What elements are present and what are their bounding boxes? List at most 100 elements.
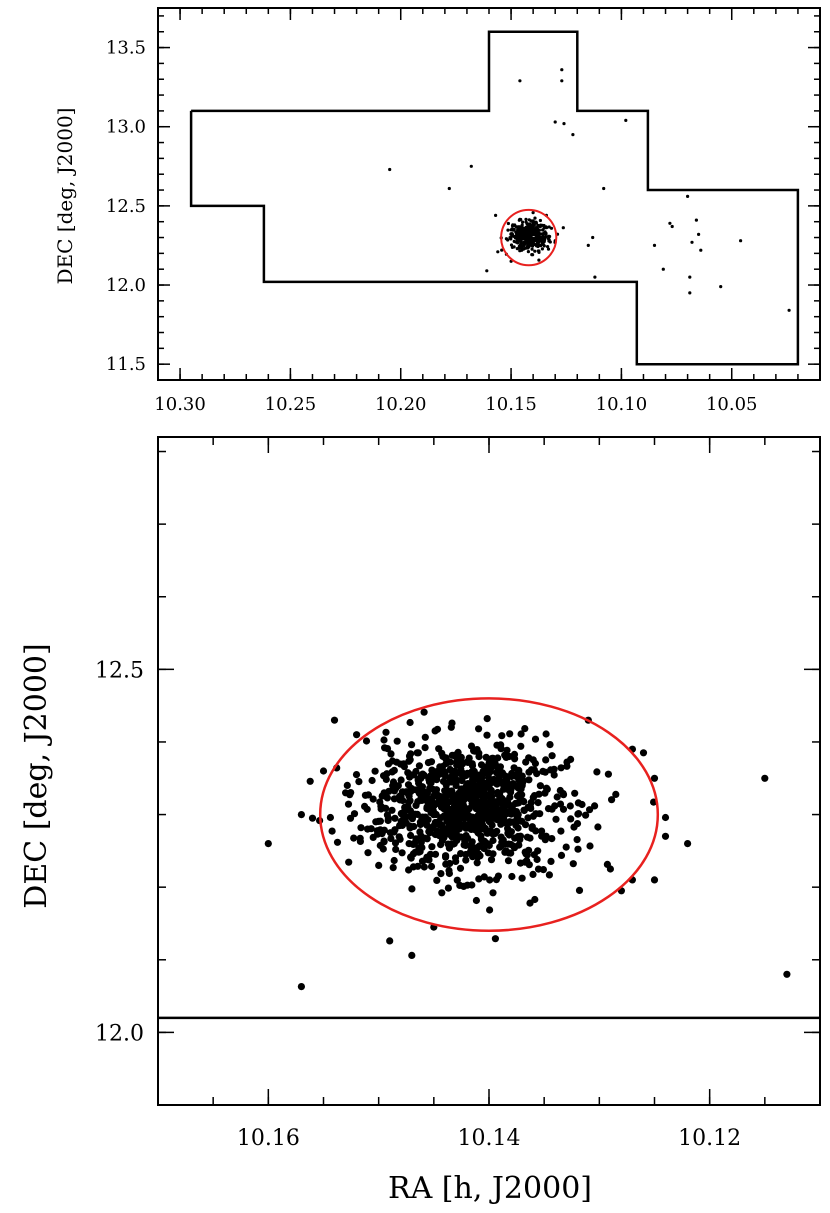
cluster-star-point [534, 799, 542, 807]
cluster-star-point [536, 249, 540, 253]
cluster-star-point [462, 850, 470, 859]
cluster-star-point [504, 827, 512, 835]
cluster-star-point [531, 242, 535, 246]
cluster-star-point [376, 798, 384, 806]
cluster-star-point [364, 849, 372, 857]
cluster-star-point [474, 843, 482, 851]
cluster-star-point [416, 820, 425, 829]
cluster-star-point [483, 715, 491, 723]
cluster-star-point [567, 755, 575, 764]
cluster-star-point [544, 225, 548, 229]
cluster-star-point [398, 849, 406, 857]
cluster-star-point [464, 780, 472, 788]
cluster-star-point [478, 781, 486, 789]
star-point [485, 269, 489, 273]
cluster-star-point [464, 806, 472, 814]
cluster-star-point [373, 827, 381, 835]
cluster-star-point [550, 765, 558, 773]
y-tick-label: 12.5 [106, 196, 146, 217]
cluster-star-point [491, 760, 499, 768]
cluster-star-point [428, 798, 436, 806]
cluster-star-point [513, 792, 522, 800]
cluster-star-point [508, 236, 512, 240]
cluster-star-point [511, 228, 515, 232]
cluster-star-point [482, 753, 490, 761]
cluster-star-point [477, 761, 486, 769]
cluster-star-point [345, 858, 353, 866]
cluster-star-point [441, 770, 449, 778]
cluster-star-point [423, 794, 431, 802]
cluster-star-point [546, 245, 550, 249]
cluster-star-point [413, 749, 421, 757]
cluster-star-point [393, 758, 401, 766]
cluster-star-point [575, 810, 583, 818]
cluster-star-point [522, 758, 530, 766]
star-point [586, 243, 590, 247]
cluster-star-point [498, 732, 506, 740]
star-point [639, 749, 648, 757]
cluster-star-point [533, 249, 537, 253]
cluster-star-point [533, 770, 541, 778]
cluster-star-point [520, 798, 528, 806]
cluster-star-point [536, 810, 544, 818]
cluster-star-point [393, 737, 401, 745]
cluster-star-point [427, 758, 436, 766]
cluster-star-point [530, 851, 538, 859]
cluster-star-point [510, 755, 519, 763]
x-tick-label: 10.10 [596, 394, 648, 415]
cluster-star-point [328, 827, 336, 835]
cluster-star-point [447, 778, 455, 786]
cluster-star-point [448, 840, 456, 848]
cluster-star-point [453, 791, 462, 799]
cluster-star-point [407, 853, 415, 861]
cluster-star-point [538, 832, 546, 840]
cluster-star-point [374, 817, 382, 826]
star-point [624, 118, 628, 122]
cluster-star-point [395, 792, 404, 801]
cluster-star-point [343, 781, 351, 790]
cluster-star-point [391, 826, 399, 834]
cluster-star-point [439, 777, 448, 786]
y-tick-label: 11.5 [106, 354, 146, 375]
cluster-star-point [472, 796, 480, 805]
cluster-star-point [460, 834, 468, 842]
cluster-star-point [475, 875, 483, 883]
cluster-star-point [553, 793, 561, 801]
cluster-star-point [408, 814, 416, 822]
cluster-star-point [506, 730, 514, 738]
cluster-star-point [485, 778, 493, 786]
cluster-star-point [545, 871, 554, 879]
cluster-star-point [448, 719, 456, 727]
cluster-radius-ellipse [500, 208, 558, 267]
cluster-star-point [514, 231, 519, 235]
cluster-star-point [575, 886, 584, 895]
cluster-radius-ellipse [318, 697, 660, 932]
star-point [518, 79, 522, 83]
cluster-star-point [542, 231, 546, 235]
cluster-star-point [474, 850, 482, 858]
cluster-star-point [548, 752, 556, 760]
cluster-star-point [521, 220, 525, 224]
star-point [690, 240, 694, 244]
zoom-y-axis-label: DEC [deg, J2000] [19, 643, 54, 908]
cluster-star-point [517, 730, 525, 738]
cluster-star-point [487, 786, 495, 795]
cluster-star-point [526, 233, 530, 237]
cluster-star-point [531, 759, 540, 768]
cluster-star-point [497, 820, 505, 828]
cluster-star-point [504, 857, 513, 865]
cluster-star-point [531, 224, 535, 228]
cluster-star-point [536, 241, 540, 245]
cluster-star-point [371, 767, 379, 775]
star-point [342, 789, 350, 797]
cluster-star-point [559, 805, 568, 813]
cluster-star-point [431, 818, 439, 827]
cluster-star-point [538, 218, 543, 223]
cluster-star-point [381, 744, 389, 752]
cluster-star-point [344, 800, 353, 808]
cluster-star-point [475, 753, 483, 761]
cluster-star-point [509, 818, 517, 826]
cluster-star-point [516, 228, 520, 232]
cluster-star-point [357, 824, 365, 832]
cluster-star-point [466, 813, 474, 821]
